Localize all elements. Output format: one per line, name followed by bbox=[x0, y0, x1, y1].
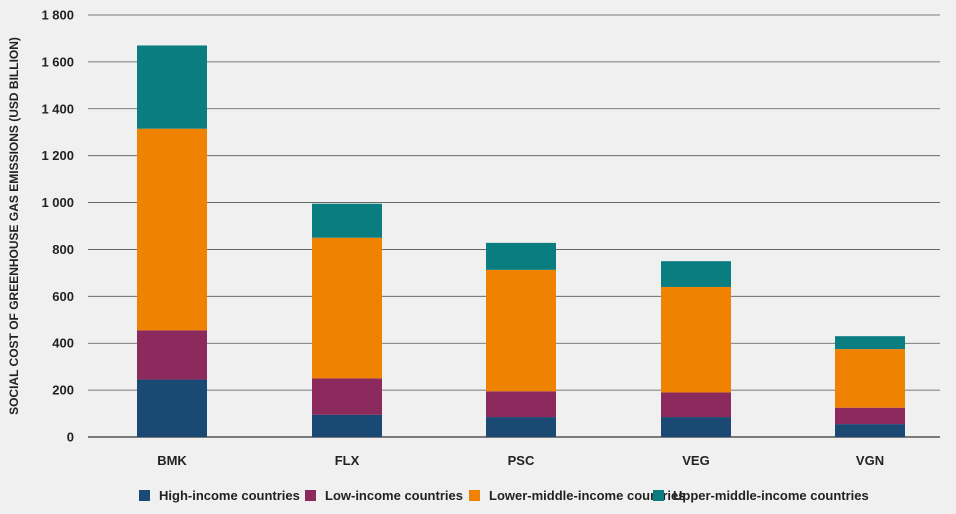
bar-segment bbox=[137, 379, 207, 437]
bar-segment bbox=[486, 417, 556, 437]
legend-label: Low-income countries bbox=[325, 488, 463, 503]
legend-swatch bbox=[139, 490, 150, 501]
bar-segment bbox=[661, 286, 731, 393]
y-tick-label: 1 400 bbox=[41, 101, 74, 116]
y-tick-label: 1 200 bbox=[41, 148, 74, 163]
bar-segment bbox=[661, 261, 731, 287]
bar-segment bbox=[835, 424, 905, 437]
x-axis-ticks: BMK FLX PSC VEG VGN bbox=[157, 453, 884, 468]
legend: High-income countries Low-income countrie… bbox=[139, 488, 869, 503]
bar-segment bbox=[137, 330, 207, 380]
bar-segment bbox=[661, 392, 731, 418]
x-tick-label: BMK bbox=[157, 453, 187, 468]
bar-segment bbox=[312, 237, 382, 379]
bar-segment bbox=[137, 45, 207, 129]
y-tick-label: 600 bbox=[52, 289, 74, 304]
x-tick-label: PSC bbox=[508, 453, 535, 468]
bars bbox=[137, 45, 905, 437]
bar-segment bbox=[661, 417, 731, 437]
y-tick-label: 200 bbox=[52, 383, 74, 398]
y-tick-label: 0 bbox=[67, 430, 74, 445]
y-tick-label: 1 000 bbox=[41, 195, 74, 210]
bar-segment bbox=[312, 414, 382, 437]
y-tick-label: 800 bbox=[52, 242, 74, 257]
y-axis-ticks: 0 200 400 600 800 1 000 1 200 1 400 1 600 1 800 bbox=[41, 8, 74, 445]
x-tick-label: VGN bbox=[856, 453, 884, 468]
y-tick-label: 1 800 bbox=[41, 8, 74, 23]
bar-segment bbox=[486, 242, 556, 270]
x-tick-label: FLX bbox=[335, 453, 360, 468]
legend-label: Lower-middle-income countries bbox=[489, 488, 685, 503]
bar-segment bbox=[312, 378, 382, 415]
bar-segment bbox=[312, 203, 382, 238]
bar-segment bbox=[835, 407, 905, 425]
bar-segment bbox=[835, 349, 905, 408]
y-axis-title: SOCIAL COST OF GREENHOUSE GAS EMISSIONS … bbox=[7, 37, 21, 415]
bar-segment bbox=[835, 336, 905, 350]
legend-swatch bbox=[305, 490, 316, 501]
y-tick-label: 400 bbox=[52, 336, 74, 351]
x-tick-label: VEG bbox=[682, 453, 709, 468]
bar-segment bbox=[137, 128, 207, 331]
bar-segment bbox=[486, 269, 556, 392]
legend-swatch bbox=[469, 490, 480, 501]
legend-label: Upper-middle-income countries bbox=[673, 488, 869, 503]
legend-swatch bbox=[653, 490, 664, 501]
y-tick-label: 1 600 bbox=[41, 54, 74, 69]
legend-label: High-income countries bbox=[159, 488, 300, 503]
bar-segment bbox=[486, 391, 556, 418]
